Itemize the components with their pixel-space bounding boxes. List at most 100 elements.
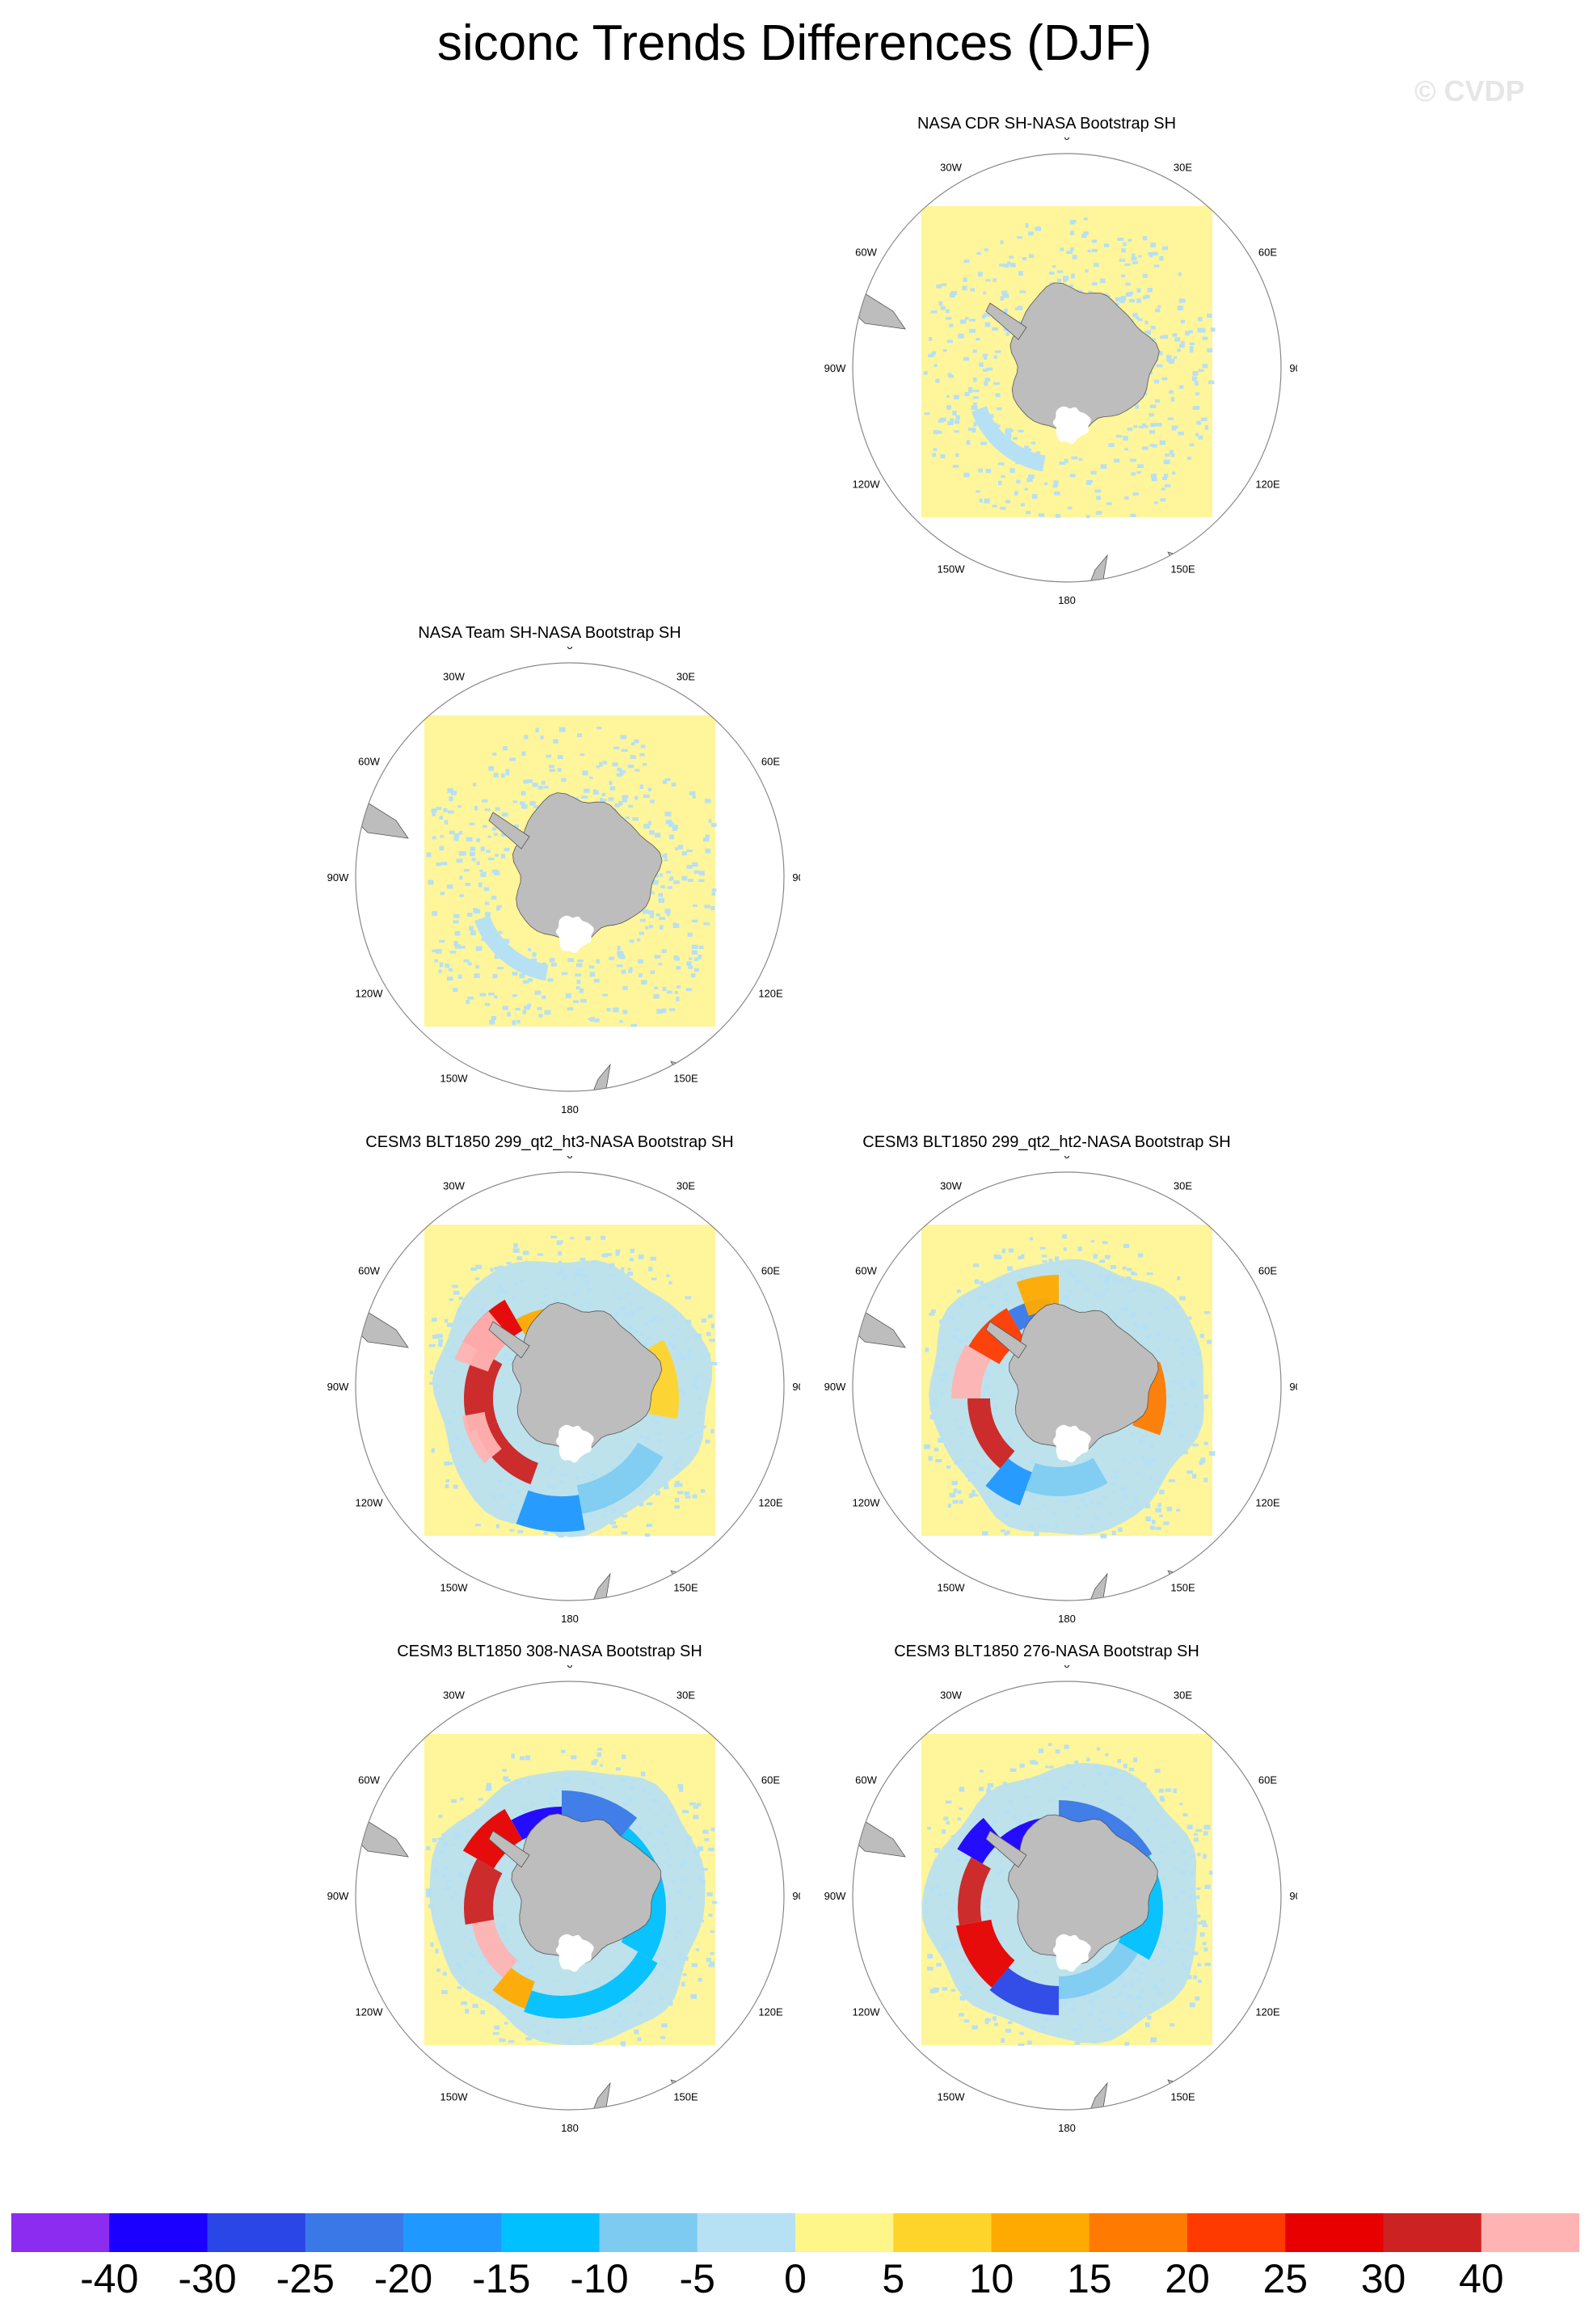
sea-ice-speckle <box>1178 272 1182 276</box>
sea-ice-speckle <box>1154 1769 1161 1774</box>
sea-ice-speckle <box>691 944 698 949</box>
sea-ice-speckle <box>1149 252 1153 258</box>
sea-ice-speckle <box>1195 432 1199 437</box>
sea-ice-speckle <box>622 1514 628 1518</box>
sea-ice-speckle <box>530 958 537 963</box>
sea-ice-speckle <box>711 823 717 828</box>
sea-ice-speckle <box>1167 417 1174 420</box>
sea-ice-speckle <box>1147 288 1153 293</box>
sea-ice-speckle <box>1064 1744 1069 1749</box>
sea-ice-speckle <box>1031 441 1036 445</box>
sea-ice-speckle <box>600 1764 604 1767</box>
sea-ice-speckle <box>982 353 988 357</box>
sea-ice-speckle <box>676 985 681 989</box>
sea-ice-speckle <box>1115 297 1122 302</box>
sea-ice-speckle <box>630 755 636 759</box>
sea-ice-speckle <box>954 430 959 433</box>
sea-ice-speckle <box>691 950 698 955</box>
sea-ice-speckle <box>933 1989 939 1993</box>
panel-title: CESM3 BLT1850 308-NASA Bootstrap SH <box>397 1643 702 1660</box>
sea-ice-speckle <box>639 931 645 935</box>
sea-ice-speckle <box>1001 1248 1006 1254</box>
longitude-label: 30E <box>1174 162 1192 174</box>
sea-ice-speckle <box>1125 282 1131 286</box>
sea-ice-speckle <box>952 411 957 415</box>
longitude-label: 90W <box>327 871 349 884</box>
sea-ice-speckle <box>505 938 510 944</box>
anomaly-region <box>471 1919 518 1978</box>
sea-ice-speckle <box>1070 247 1074 252</box>
sea-ice-speckle <box>927 1967 934 1971</box>
sea-ice-speckle <box>461 2001 467 2006</box>
sea-ice-speckle <box>702 1829 709 1834</box>
sea-ice-speckle <box>591 1761 597 1765</box>
sea-ice-speckle <box>700 1489 706 1493</box>
sea-ice-speckle <box>686 850 693 853</box>
sea-ice-speckle <box>1049 272 1055 275</box>
sea-ice-speckle <box>640 744 646 749</box>
sea-ice-speckle <box>588 1018 595 1021</box>
sea-ice-speckle <box>1006 1530 1010 1535</box>
sea-ice-speckle <box>453 1484 458 1489</box>
sea-ice-speckle <box>1138 255 1142 258</box>
sea-ice-speckle <box>465 883 471 887</box>
sea-ice-speckle <box>1018 1255 1022 1260</box>
sea-ice-speckle <box>577 960 584 963</box>
colorbar-tick-label: 0 <box>784 2256 807 2301</box>
sea-ice-speckle <box>580 753 585 757</box>
sea-ice-speckle <box>699 871 705 876</box>
sea-ice-speckle <box>1047 1743 1052 1746</box>
anomaly-region <box>1025 1457 1108 1497</box>
sea-ice-speckle <box>434 959 438 963</box>
sea-ice-speckle <box>643 794 650 799</box>
sea-ice-speckle <box>1057 278 1062 283</box>
sea-ice-speckle <box>486 1782 492 1788</box>
sea-ice-speckle <box>1038 513 1045 517</box>
sea-ice-speckle <box>500 854 506 858</box>
sea-ice-speckle <box>950 291 958 296</box>
sea-ice-speckle <box>1203 1824 1211 1830</box>
sea-ice-speckle <box>1168 1478 1175 1483</box>
sea-ice-speckle <box>1042 1260 1047 1263</box>
sea-ice-speckle <box>662 780 668 784</box>
longitude-label: 120E <box>758 1497 783 1509</box>
sea-ice-speckle <box>446 976 453 981</box>
sea-ice-speckle <box>681 875 688 881</box>
sea-ice-speckle <box>503 746 508 751</box>
sea-ice-speckle <box>1078 458 1083 461</box>
sea-ice-speckle <box>1197 1963 1201 1967</box>
sea-ice-speckle <box>654 873 659 878</box>
sea-ice-speckle <box>946 394 950 398</box>
sea-ice-speckle <box>1179 1803 1183 1806</box>
sea-ice-speckle <box>597 1748 603 1751</box>
sea-ice-speckle <box>1007 2021 1013 2024</box>
polar-map: 0 30E 60E 90E 120E 150E 180 150W 120W 90W 60W 30W <box>824 1665 1297 2134</box>
sea-ice-speckle <box>1147 2015 1152 2020</box>
sea-ice-speckle <box>492 753 497 756</box>
sea-ice-speckle <box>1147 330 1151 335</box>
sea-ice-speckle <box>1179 344 1185 348</box>
sea-ice-speckle <box>977 272 983 277</box>
sea-ice-speckle <box>1123 1243 1130 1248</box>
colorbar-tick-label: 30 <box>1360 2256 1406 2301</box>
sea-ice-speckle <box>679 1787 684 1792</box>
sea-ice-speckle <box>1170 453 1175 458</box>
sea-ice-speckle <box>1087 249 1091 253</box>
colorbar-tick-label: -25 <box>276 2256 335 2301</box>
sea-ice-speckle <box>924 1444 930 1449</box>
sea-ice-speckle <box>1018 429 1024 433</box>
sea-ice-speckle <box>1000 506 1006 510</box>
sea-ice-speckle <box>1207 348 1213 352</box>
sea-ice-speckle <box>984 498 990 504</box>
sea-ice-speckle <box>1199 1932 1205 1937</box>
sea-ice-speckle <box>622 1010 628 1014</box>
sea-ice-speckle <box>576 963 583 968</box>
sea-ice-speckle <box>491 896 497 900</box>
sea-ice-speckle <box>954 394 959 400</box>
sea-ice-speckle <box>689 791 696 795</box>
sea-ice-speckle <box>698 1977 702 1982</box>
sea-ice-speckle <box>527 1003 532 1007</box>
sea-ice-speckle <box>690 1994 698 1999</box>
sea-ice-speckle <box>703 922 710 926</box>
sea-ice-speckle <box>976 338 980 341</box>
